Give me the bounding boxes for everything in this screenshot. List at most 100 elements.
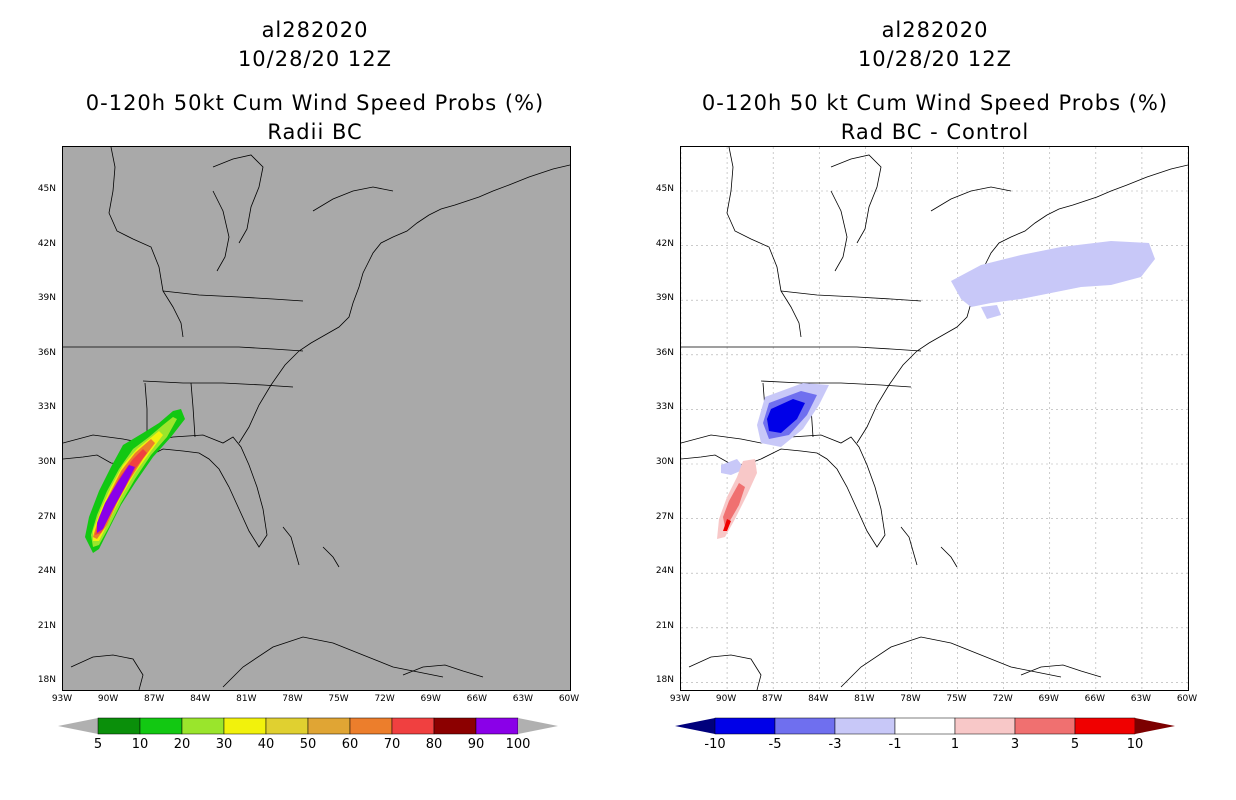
right-lon-label: 63W <box>1130 694 1152 704</box>
left-colorbar-swatch <box>307 717 351 735</box>
right-colorbar-swatch <box>1014 717 1076 735</box>
left-lon-label: 87W <box>143 694 165 704</box>
right-colorbar-label: -3 <box>828 737 842 752</box>
right-lat-label: 36N <box>655 347 674 358</box>
left-colorbar-swatch <box>391 717 435 735</box>
coastline-segment <box>900 526 918 566</box>
coastline-segment <box>222 636 444 688</box>
left-lon-label: 90W <box>97 694 119 704</box>
left-colorbar-swatch <box>139 717 183 735</box>
left-colorbar-under-arrow <box>58 718 98 734</box>
coastline-segment <box>830 154 882 244</box>
left-lat-label: 24N <box>37 566 56 577</box>
left-colorbar-label: 100 <box>505 737 531 752</box>
right-difference-map <box>680 146 1189 691</box>
right-lon-label: 72W <box>992 694 1013 704</box>
left-colorbar-label: 20 <box>173 737 191 752</box>
left-lat-label: 42N <box>37 238 56 249</box>
left-lat-label: 21N <box>37 620 56 631</box>
left-lon-label: 60W <box>558 694 580 704</box>
left-lat-label: 45N <box>37 184 56 194</box>
coastline-segment <box>282 526 300 566</box>
right-lat-label: 18N <box>655 675 674 686</box>
right-lat-label: 30N <box>655 457 674 467</box>
right-lon-label: 93W <box>669 694 691 704</box>
left-lon-label: 81W <box>236 694 257 704</box>
right-colorbar-swatch <box>1074 717 1136 735</box>
right-colorbar-label: -1 <box>888 737 902 752</box>
right-lon-label: 75W <box>946 694 967 704</box>
left-coastlines <box>63 147 570 690</box>
right-lon-label: 69W <box>1038 694 1059 704</box>
right-lat-label: 39N <box>655 293 674 304</box>
left-colorbar-swatch <box>223 717 267 735</box>
left-lat-label: 36N <box>37 347 56 358</box>
right-colorbar-label: 10 <box>1126 737 1144 752</box>
left-colorbar-over-arrow <box>518 718 558 734</box>
right-lon-label: 84W <box>808 694 829 704</box>
right-lon-label: 66W <box>1084 694 1105 704</box>
coastline-segment <box>212 154 264 244</box>
left-date: 10/28/20 12Z <box>237 47 393 71</box>
left-colorbar-swatch <box>433 717 477 735</box>
coastline-segment <box>930 186 1012 212</box>
right-product-title: 0-120h 50 kt Cum Wind Speed Probs (%) <box>701 91 1169 115</box>
coastline-segment <box>402 664 484 678</box>
left-lon-label: 84W <box>190 694 211 704</box>
coastline-segment <box>726 147 802 338</box>
right-colorbar-label: 5 <box>1070 737 1080 752</box>
right-colorbar-label: -5 <box>768 737 782 752</box>
left-colorbar <box>58 717 558 735</box>
right-colorbar-swatch <box>954 717 1016 735</box>
left-map-svg <box>63 147 570 690</box>
left-lon-label: 78W <box>282 694 303 704</box>
right-coastlines <box>681 147 1188 690</box>
coastline-segment <box>212 190 230 272</box>
right-colorbar-label: 1 <box>950 737 960 752</box>
right-colorbar-over-arrow <box>1135 718 1175 734</box>
left-lat-label: 18N <box>37 675 56 686</box>
coastline-segment <box>312 186 394 212</box>
left-colorbar-label: 40 <box>257 737 275 752</box>
right-colorbar-label: 3 <box>1010 737 1020 752</box>
coastline-segment <box>940 546 958 568</box>
right-difference-contours <box>717 241 1155 539</box>
coastline-segment <box>162 290 304 302</box>
left-colorbar-swatch <box>181 717 225 735</box>
right-date: 10/28/20 12Z <box>857 47 1013 71</box>
right-colorbar-under-arrow <box>675 718 715 734</box>
right-lat-label: 33N <box>655 402 674 413</box>
left-colorbar-label: 5 <box>93 737 103 752</box>
right-lat-label: 21N <box>655 620 674 631</box>
coastline-segment <box>688 654 762 690</box>
right-colorbar-swatch <box>834 717 896 735</box>
coastline-segment <box>681 346 922 352</box>
right-lat-label: 27N <box>655 511 674 522</box>
left-lat-label: 27N <box>37 511 56 522</box>
coastline-segment <box>70 654 144 690</box>
left-colorbar-swatch <box>265 717 309 735</box>
left-colorbar-label: 10 <box>131 737 149 752</box>
left-lat-label: 39N <box>37 293 56 304</box>
coastline-segment <box>1020 664 1102 678</box>
coastline-segment <box>856 164 1188 444</box>
left-lon-label: 63W <box>512 694 534 704</box>
coastline-segment <box>142 380 294 388</box>
left-lat-label: 30N <box>37 457 56 467</box>
coastline-segment <box>760 380 912 388</box>
left-lat-label: 33N <box>37 402 56 413</box>
right-lon-label: 81W <box>854 694 875 704</box>
coastline-segment <box>190 382 196 438</box>
right-lon-label: 60W <box>1176 694 1198 704</box>
right-storm-id: al282020 <box>881 18 989 42</box>
left-product-title: 0-120h 50kt Cum Wind Speed Probs (%) <box>85 91 545 115</box>
right-subtitle: Rad BC - Control <box>840 120 1030 144</box>
coastline-segment <box>108 147 184 338</box>
coastline-segment <box>322 546 340 568</box>
right-lat-label: 24N <box>655 566 674 577</box>
left-storm-id: al282020 <box>261 18 369 42</box>
right-lon-label: 78W <box>900 694 921 704</box>
left-lon-label: 72W <box>374 694 395 704</box>
left-lon-label: 69W <box>420 694 441 704</box>
right-map-svg <box>681 147 1188 690</box>
